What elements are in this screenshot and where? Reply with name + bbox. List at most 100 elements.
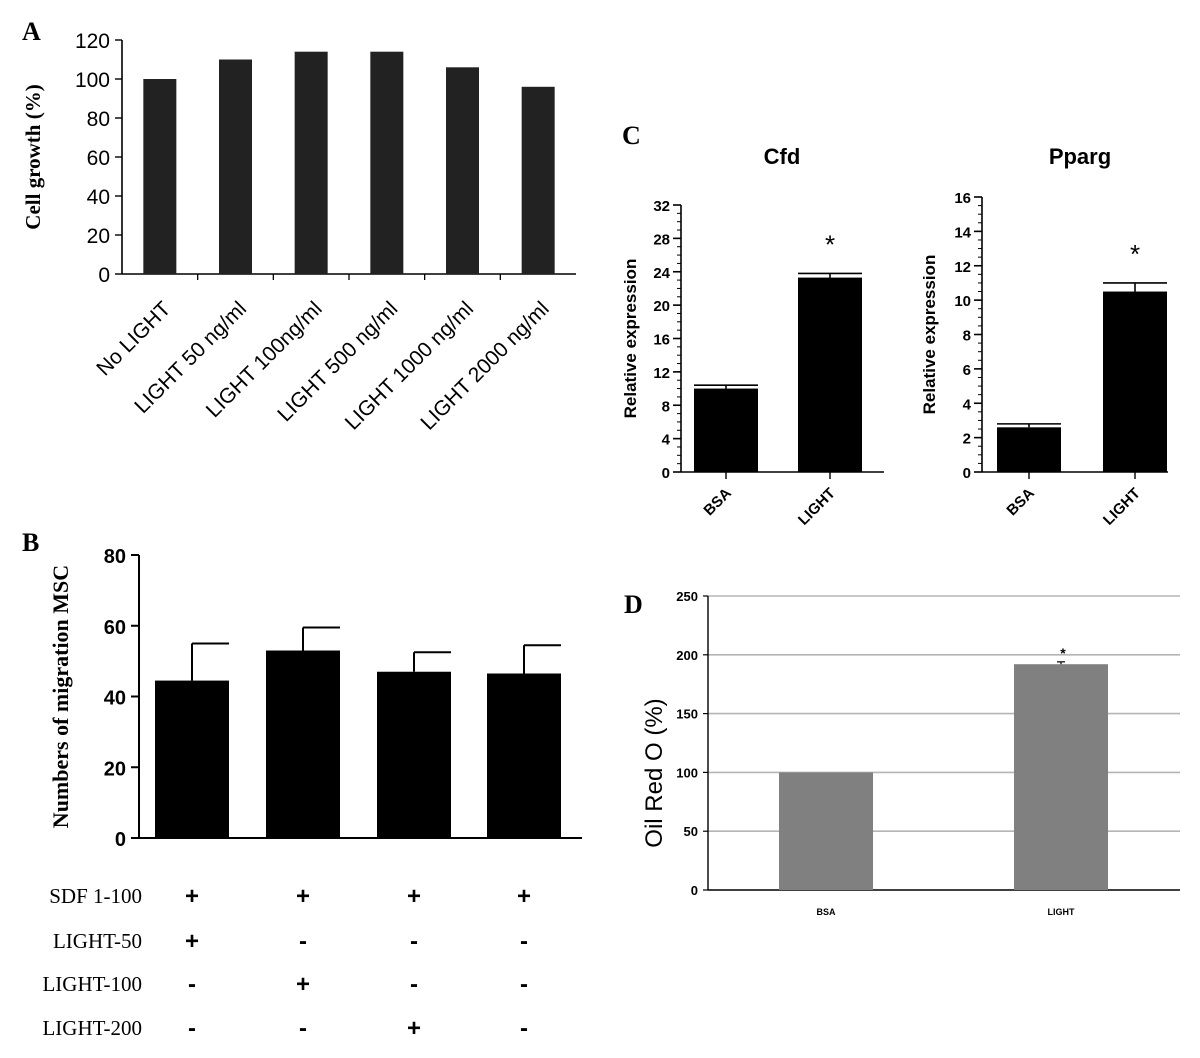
panel-b-y-tick-label: 20 <box>104 758 126 780</box>
panel-b-condition-mark: - <box>299 1015 307 1042</box>
panel-a-y-tick-label: 100 <box>75 69 110 92</box>
panel-label-b: B <box>22 528 39 557</box>
panel-b-condition-mark: + <box>296 883 310 910</box>
panel-b-condition-mark: + <box>407 883 421 910</box>
panel-b-condition-label: LIGHT-200 <box>42 1016 142 1040</box>
panel-c-cfd-significance-marker: * <box>825 229 835 259</box>
panel-c-pparg-y-tick-label: 16 <box>954 190 971 207</box>
panel-a-category-label: LIGHT 2000 ng/ml <box>416 297 553 434</box>
panel-c-cfd-category-label: BSA <box>700 485 735 520</box>
panel-c-pparg-y-tick-label: 4 <box>963 396 972 413</box>
panel-c-cfd-y-tick-label: 8 <box>662 398 670 415</box>
panel-b-bar <box>155 680 229 838</box>
panel-c-pparg-y-tick-label: 0 <box>963 465 971 482</box>
panel-a-y-tick-label: 40 <box>87 186 110 209</box>
panel-c-pparg-significance-marker: * <box>1130 239 1140 269</box>
panel-c-pparg-bar <box>997 427 1061 472</box>
panel-c-cfd-y-tick-label: 24 <box>653 265 670 282</box>
panel-d-y-tick-label: 50 <box>684 824 698 839</box>
panel-d-significance-marker: * <box>1060 645 1066 661</box>
panel-b-condition-label: LIGHT-100 <box>42 972 142 996</box>
panel-a-bar <box>446 67 479 274</box>
panel-b-condition-mark: - <box>410 928 418 955</box>
panel-c-cfd-y-tick-label: 16 <box>653 332 670 349</box>
panel-a-bar <box>143 79 177 274</box>
panel-b-condition-mark: + <box>185 928 199 955</box>
panel-a-y-tick-label: 0 <box>98 264 110 287</box>
panel-label-a: A <box>22 17 41 46</box>
panel-b-y-tick-label: 60 <box>104 617 126 639</box>
panel-c-pparg-y-tick-label: 8 <box>963 328 971 345</box>
panel-c-pparg-y-tick-label: 2 <box>963 431 971 448</box>
panel-a-y-tick-label: 60 <box>87 147 110 170</box>
panel-b-condition-mark: - <box>299 928 307 955</box>
panel-label-c: C <box>622 121 641 150</box>
panel-d-y-tick-label: 200 <box>676 648 698 663</box>
panel-b-condition-mark: + <box>185 883 199 910</box>
panel-a-y-tick-label: 20 <box>87 225 110 248</box>
panel-c-pparg-y-tick-label: 6 <box>963 362 971 379</box>
panel-c-cfd-title: Cfd <box>764 144 801 169</box>
panel-c-pparg-bar <box>1103 291 1167 472</box>
panel-c-cfd-bar <box>694 388 758 472</box>
panel-c-cfd-category-label: LIGHT <box>795 485 839 529</box>
panel-d-y-tick-label: 250 <box>676 589 698 604</box>
panel-b-condition-mark: + <box>296 971 310 998</box>
panel-d-bar <box>1014 664 1108 890</box>
panel-b-condition-mark: + <box>517 883 531 910</box>
panel-c-cfd-chart: C Cfd 0 4 8 12 16 20 24 28 32 BSA LIGHT * Relative exp… <box>621 121 884 529</box>
panel-a-bar <box>219 59 252 274</box>
panel-b-bar <box>487 673 561 838</box>
panel-d-y-axis-label: Oil Red O (%) <box>641 698 668 847</box>
panel-c-pparg-category-label: BSA <box>1003 485 1038 520</box>
panel-d-bar <box>779 772 873 890</box>
panel-b-condition-mark: - <box>520 971 528 998</box>
panel-b-condition-mark: - <box>188 1015 196 1042</box>
panel-b-y-tick-label: 0 <box>115 829 126 851</box>
panel-c-pparg-y-tick-label: 14 <box>954 224 971 241</box>
panel-a-y-axis-label: Cell growth (%) <box>21 84 45 229</box>
panel-c-cfd-y-tick-label: 4 <box>662 432 671 449</box>
panel-d-y-tick-label: 150 <box>676 707 698 722</box>
panel-a-bar <box>294 51 328 275</box>
panel-b-bar <box>266 650 340 838</box>
panel-a-y-tick-label: 120 <box>75 30 110 53</box>
panel-c-cfd-y-tick-label: 0 <box>662 465 670 482</box>
panel-b-condition-label: SDF 1-100 <box>49 884 142 908</box>
panel-label-d: D <box>624 590 643 619</box>
panel-d-y-tick-label: 100 <box>676 765 698 780</box>
panel-b-condition-mark: - <box>410 971 418 998</box>
panel-c-cfd-y-tick-label: 20 <box>653 298 670 315</box>
panel-b-condition-mark: - <box>520 1015 528 1042</box>
panel-c-cfd-y-axis-label: Relative expression <box>621 259 640 419</box>
panel-c-cfd-y-tick-label: 28 <box>653 231 670 248</box>
panel-a-bar <box>370 51 404 275</box>
panel-b-chart: B 0 20 40 60 80 Numbers of migration MSC SDF 1-… <box>22 528 582 1042</box>
panel-c-pparg-y-axis-label: Relative expression <box>920 255 939 415</box>
panel-d-category-label: LIGHT <box>1048 907 1075 917</box>
panel-c-pparg-category-label: LIGHT <box>1100 485 1144 529</box>
panel-c-pparg-title: Pparg <box>1049 144 1111 169</box>
panel-d-y-tick-label: 0 <box>691 883 698 898</box>
panel-c-pparg-y-tick-label: 12 <box>954 259 971 276</box>
panel-c-pparg-chart: Pparg 0 2 4 6 8 10 12 14 16 BSA LIGHT * Relative expr… <box>920 144 1168 529</box>
panel-b-condition-mark: + <box>407 1015 421 1042</box>
panel-d-chart: D 0 50 100 150 200 250 BSA * LIGHT Oil Red O (%) <box>624 589 1180 917</box>
panel-c-cfd-bar <box>798 277 862 472</box>
panel-b-bar <box>377 671 451 838</box>
panel-a-y-tick-label: 80 <box>87 108 110 131</box>
panel-c-pparg-y-tick-label: 10 <box>954 293 971 310</box>
panel-b-y-axis-label: Numbers of migration MSC <box>48 565 73 828</box>
panel-b-condition-mark: - <box>188 971 196 998</box>
panel-c-cfd-y-tick-label: 32 <box>653 198 670 215</box>
panel-a-bar <box>521 86 555 274</box>
panel-b-condition-label: LIGHT-50 <box>53 929 142 953</box>
panel-b-condition-mark: - <box>520 928 528 955</box>
panel-c-cfd-y-tick-label: 12 <box>653 365 670 382</box>
panel-b-y-tick-label: 80 <box>104 546 126 568</box>
panel-d-category-label: BSA <box>816 907 836 917</box>
panel-b-y-tick-label: 40 <box>104 688 126 710</box>
panel-a-category-label: LIGHT 1000 ng/ml <box>341 297 478 434</box>
